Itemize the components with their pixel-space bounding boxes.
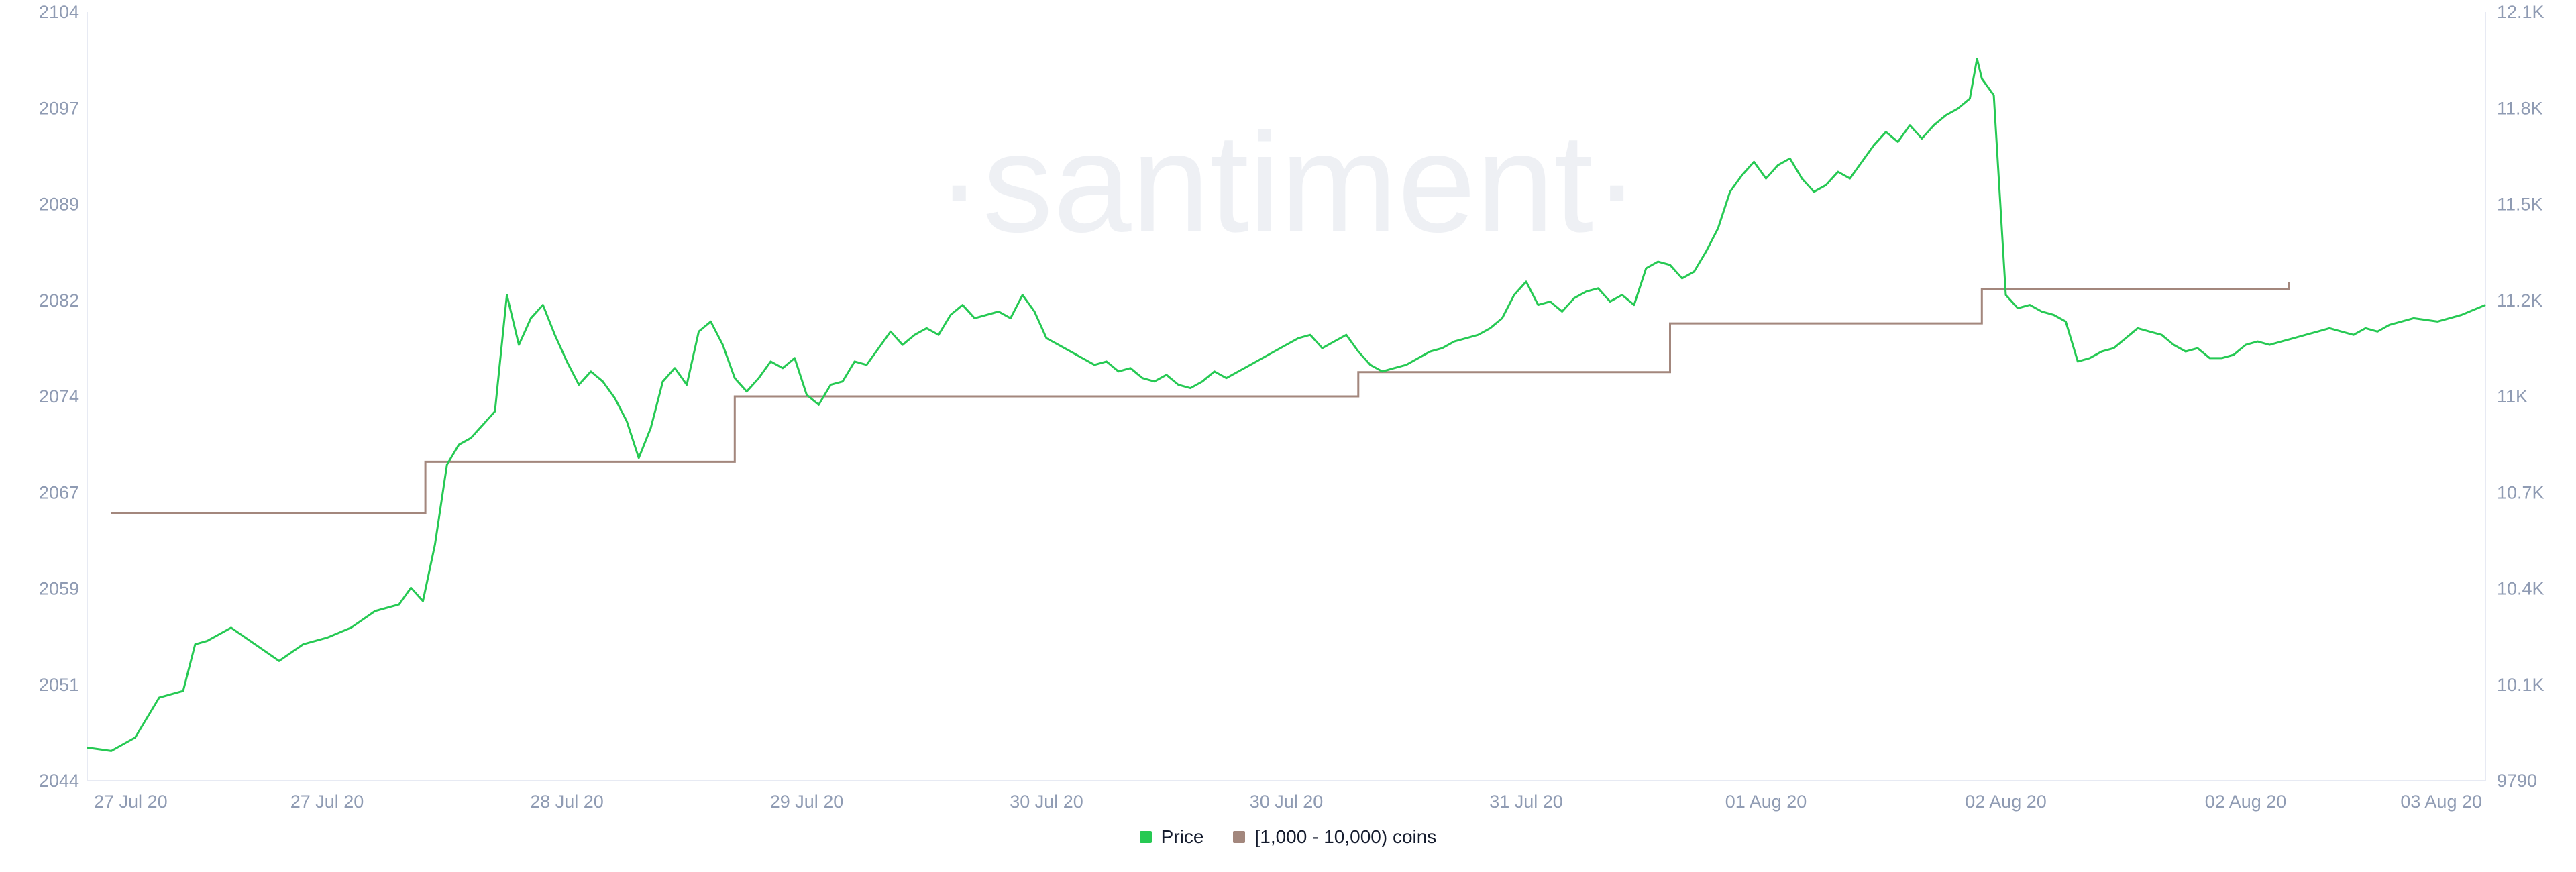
x-tick-label: 01 Aug 20 (1725, 792, 1807, 812)
legend-label-holders: [1,000 - 10,000) coins (1254, 826, 1437, 847)
holders-swatch (1233, 831, 1246, 843)
x-tick-label: 02 Aug 20 (1965, 792, 2047, 812)
right-tick-label: 11.2K (2497, 290, 2543, 311)
santiment-watermark: ·santiment· (936, 104, 1640, 262)
legend-item-price[interactable]: Price (1139, 826, 1204, 848)
right-tick-label: 9790 (2497, 771, 2537, 791)
axes: 2104 2097 2089 2082 2074 2067 2059 2051 2044 12.1… (39, 2, 2544, 812)
x-tick-label: 31 Jul 20 (1489, 792, 1563, 812)
right-tick-label: 10.1K (2497, 675, 2544, 695)
left-tick-label: 2059 (39, 579, 79, 599)
left-tick-label: 2104 (39, 2, 79, 22)
price-swatch (1139, 831, 1152, 843)
right-tick-label: 11.8K (2497, 98, 2543, 118)
right-tick-label: 10.7K (2497, 482, 2544, 502)
holders-line (111, 282, 2290, 514)
price-series (87, 58, 2486, 752)
x-tick-label: 03 Aug 20 (2400, 792, 2482, 812)
x-tick-label: 29 Jul 20 (770, 792, 844, 812)
legend: Price [1,000 - 10,000) coins (0, 826, 2576, 848)
left-tick-label: 2074 (39, 386, 79, 406)
left-tick-label: 2044 (39, 771, 79, 791)
left-tick-label: 2082 (39, 290, 79, 311)
right-tick-label: 11K (2497, 386, 2528, 406)
x-tick-label: 30 Jul 20 (1010, 792, 1083, 812)
left-tick-label: 2051 (39, 675, 79, 695)
left-tick-label: 2067 (39, 482, 79, 502)
right-tick-label: 10.4K (2497, 579, 2544, 599)
left-tick-label: 2089 (39, 195, 79, 215)
legend-item-holders[interactable]: [1,000 - 10,000) coins (1233, 826, 1436, 848)
x-tick-label: 30 Jul 20 (1250, 792, 1324, 812)
right-tick-label: 12.1K (2497, 2, 2544, 22)
x-tick-label: 02 Aug 20 (2205, 792, 2287, 812)
right-tick-label: 11.5K (2497, 195, 2543, 215)
legend-label-price: Price (1161, 826, 1204, 847)
x-tick-label: 27 Jul 20 (290, 792, 364, 812)
holders-series (111, 282, 2290, 514)
x-tick-label: 28 Jul 20 (530, 792, 604, 812)
price-line (87, 58, 2486, 752)
x-tick-label: 27 Jul 20 (94, 792, 168, 812)
left-tick-label: 2097 (39, 98, 79, 118)
